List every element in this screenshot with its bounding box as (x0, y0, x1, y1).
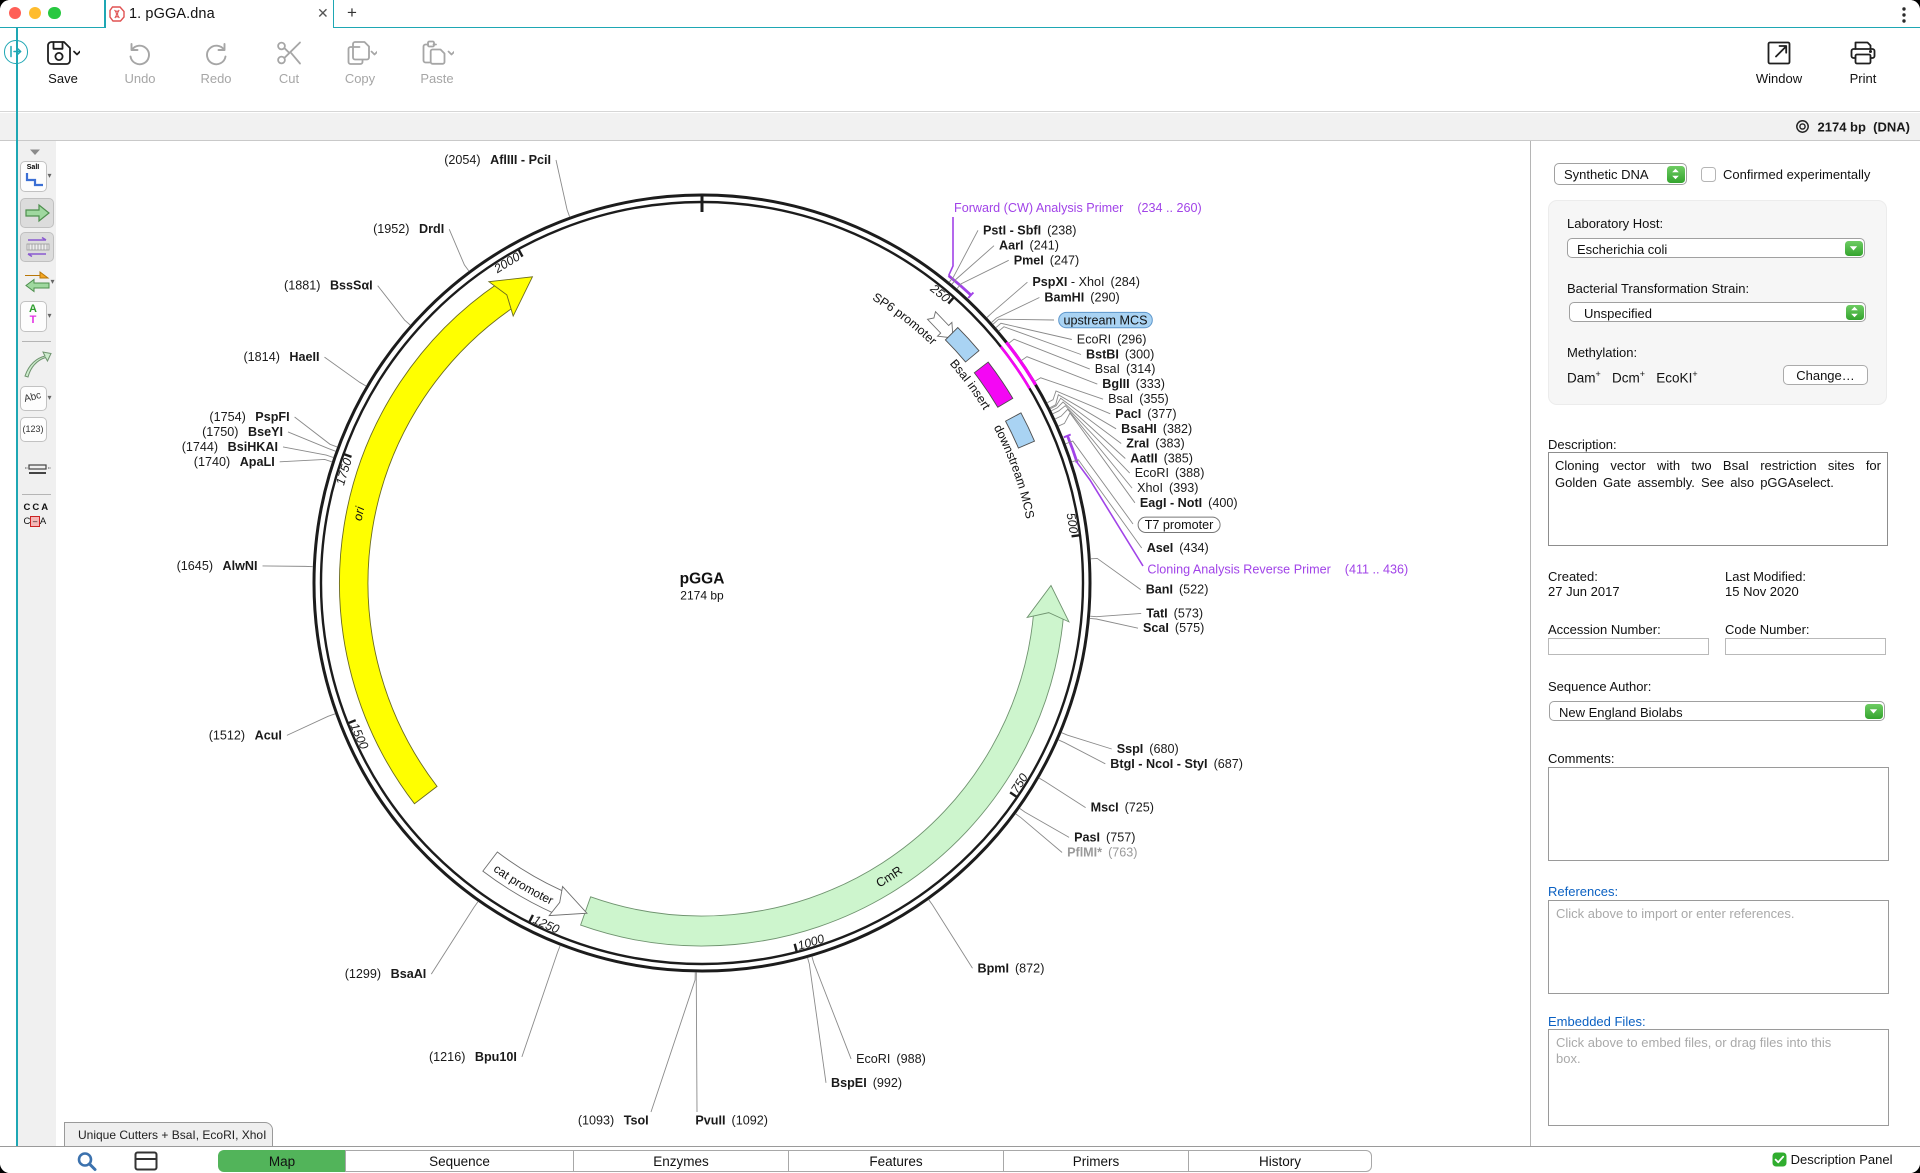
svg-text:(1744) BsiHKAI: (1744) BsiHKAI (182, 440, 278, 454)
svg-text:(1754) PspFI: (1754) PspFI (209, 410, 289, 424)
svg-text:(1740) ApaLI: (1740) ApaLI (194, 455, 275, 469)
svg-text:BpmI(872): BpmI (872) (978, 961, 1045, 975)
svg-text:BsaI(355): BsaI (355) (1108, 392, 1169, 406)
svg-text:(1645) AlwNI: (1645) AlwNI (177, 559, 258, 573)
svg-text:(1512) AcuI: (1512) AcuI (209, 728, 282, 742)
svg-text:ScaI(575): ScaI (575) (1143, 621, 1204, 635)
svg-text:BanI(522): BanI (522) (1146, 583, 1209, 597)
svg-text:Forward (CW) Analysis Primer(2: Forward (CW) Analysis Primer (234 .. 260) (954, 201, 1202, 215)
svg-text:T7 promoter: T7 promoter (1145, 518, 1214, 532)
svg-text:PmeI(247): PmeI (247) (1014, 253, 1080, 267)
svg-text:BglII(333): BglII (333) (1102, 377, 1165, 391)
svg-text:upstream MCS: upstream MCS (1064, 313, 1148, 327)
svg-text:MscI(725): MscI (725) (1091, 801, 1154, 815)
svg-text:(2054) AflIII - PciI: (2054) AflIII - PciI (444, 153, 551, 167)
svg-text:AatII(385): AatII (385) (1130, 452, 1193, 466)
svg-text:BamHI(290): BamHI (290) (1044, 291, 1119, 305)
svg-text:pGGA: pGGA (680, 571, 725, 588)
svg-text:PspXI - XhoI(284): PspXI - XhoI (284) (1032, 275, 1140, 289)
svg-text:EcoRI(988): EcoRI (988) (856, 1052, 926, 1066)
svg-text:1000: 1000 (796, 931, 826, 952)
svg-text:(1881) BssSαI: (1881) BssSαI (284, 279, 373, 293)
svg-text:2174 bp: 2174 bp (680, 589, 724, 603)
svg-text:PasI(757): PasI (757) (1074, 830, 1135, 844)
svg-text:500: 500 (1064, 512, 1081, 535)
svg-text:AseI(434): AseI (434) (1147, 541, 1209, 555)
svg-text:(1299) BsaAI: (1299) BsaAI (345, 967, 427, 981)
svg-text:EcoRI(388): EcoRI (388) (1135, 466, 1205, 480)
svg-text:PflMI*(763): PflMI* (763) (1067, 846, 1137, 860)
svg-text:Cloning Analysis Reverse Prime: Cloning Analysis Reverse Primer (411 .. 4… (1147, 562, 1408, 576)
svg-text:PstI - SbfI(238): PstI - SbfI (238) (983, 223, 1076, 237)
svg-text:(1814) HaeII: (1814) HaeII (243, 350, 319, 364)
svg-text:BstBI(300): BstBI (300) (1086, 348, 1154, 362)
svg-text:(1952) DrdI: (1952) DrdI (373, 222, 444, 236)
svg-text:(1093) TsoI: (1093) TsoI (578, 1114, 649, 1128)
svg-text:EagI - NotI(400): EagI - NotI (400) (1140, 496, 1238, 510)
svg-text:(1216) Bpu10I: (1216) Bpu10I (429, 1050, 517, 1064)
svg-text:AarI(241): AarI (241) (999, 239, 1059, 253)
svg-text:TatI(573): TatI (573) (1146, 606, 1203, 620)
svg-text:XhoI(393): XhoI (393) (1137, 481, 1198, 495)
svg-text:ZraI(383): ZraI (383) (1126, 437, 1185, 451)
svg-text:ori: ori (351, 504, 368, 522)
svg-text:BsaI(314): BsaI (314) (1095, 362, 1156, 376)
svg-text:BtgI - NcoI - StyI(687): BtgI - NcoI - StyI (687) (1110, 757, 1243, 771)
svg-text:BspEI(992): BspEI (992) (831, 1076, 902, 1090)
svg-text:PacI(377): PacI (377) (1115, 407, 1176, 421)
svg-text:PvuII(1092): PvuII (1092) (695, 1114, 768, 1128)
svg-text:SspI(680): SspI (680) (1117, 742, 1179, 756)
svg-text:(1750) BseYI: (1750) BseYI (202, 425, 283, 439)
svg-text:EcoRI(296): EcoRI (296) (1077, 333, 1147, 347)
svg-text:BsaHI(382): BsaHI (382) (1121, 422, 1192, 436)
